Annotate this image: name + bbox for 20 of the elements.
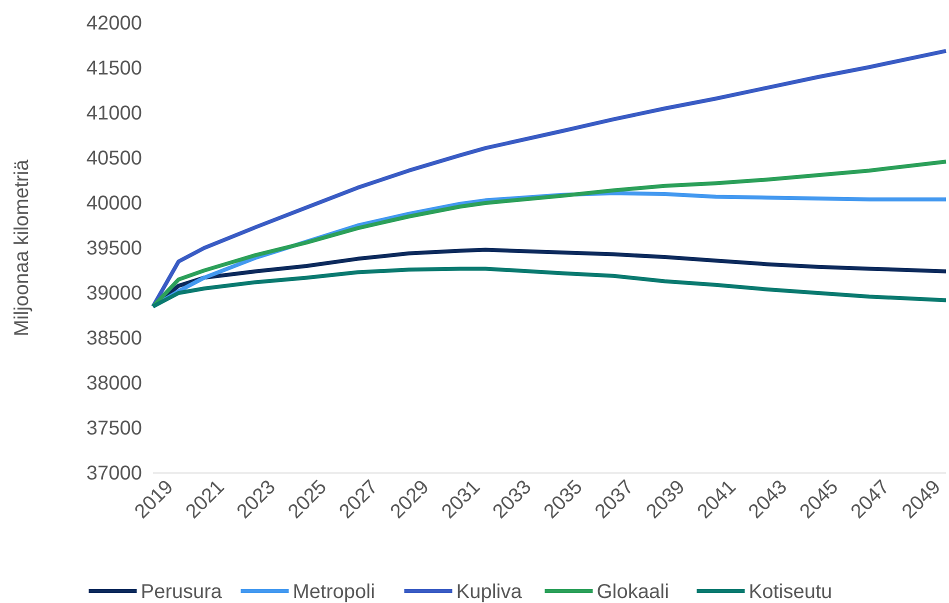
legend-label: Kupliva	[456, 581, 523, 603]
y-tick-label: 41500	[86, 57, 142, 80]
y-tick-label: 38500	[86, 327, 142, 350]
legend-label: Metropoli	[292, 581, 376, 603]
y-axis-title: Miljoonaa kilometriä	[11, 158, 33, 336]
y-tick-label: 39000	[86, 282, 142, 304]
y-tick-label: 41000	[86, 102, 142, 124]
legend-label: Perusura	[140, 581, 223, 603]
y-tick-label: 37500	[86, 417, 142, 440]
line-series	[151, 266, 948, 308]
legend-label: Kotiseutu	[748, 581, 832, 603]
legend-label: Glokaali	[596, 581, 670, 603]
y-tick-label: 37000	[86, 462, 142, 484]
line-series	[151, 160, 948, 308]
y-tick-label: 38000	[86, 372, 142, 394]
y-tick-label: 40000	[86, 192, 142, 214]
y-tick-label: 42000	[86, 12, 142, 34]
y-tick-label: 39500	[86, 237, 142, 260]
line-series	[151, 48, 948, 308]
y-tick-label: 40500	[86, 147, 142, 170]
